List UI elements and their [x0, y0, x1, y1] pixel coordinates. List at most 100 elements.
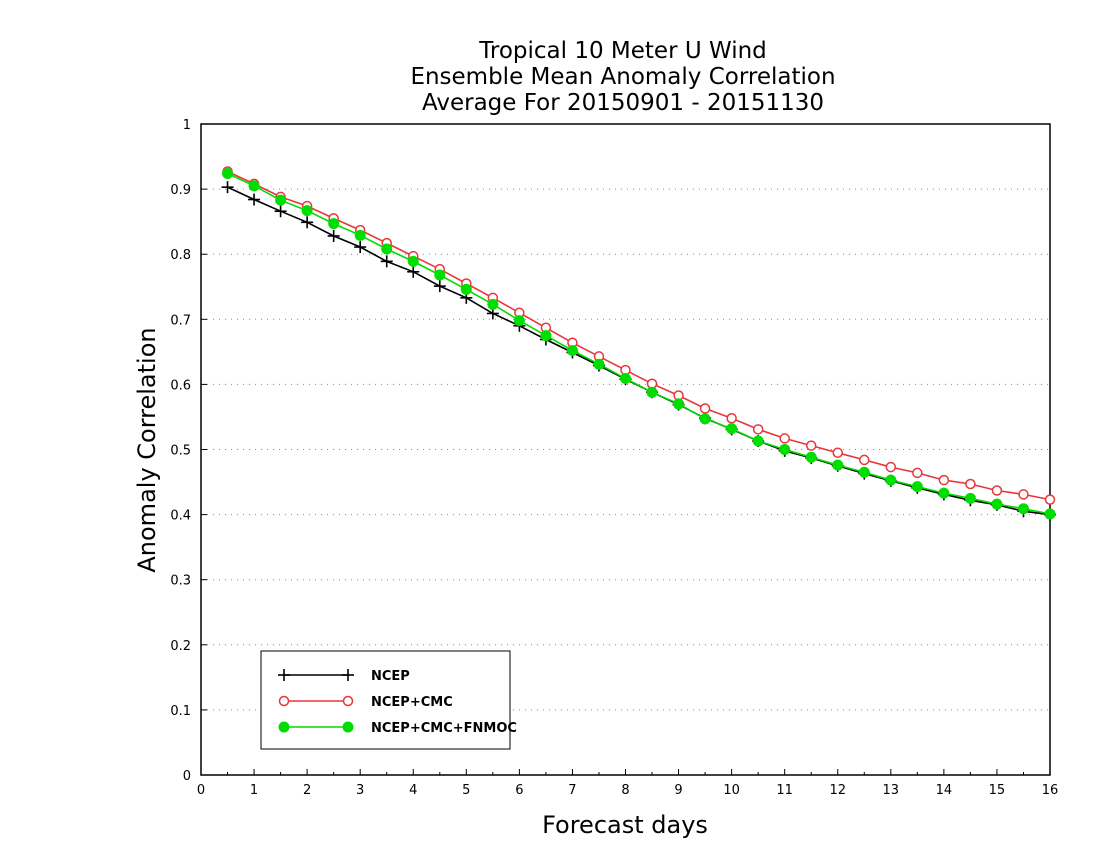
x-tick-label: 13	[883, 783, 900, 798]
x-tick-label: 0	[197, 783, 205, 798]
y-tick-label: 1	[183, 118, 191, 133]
data-point	[434, 269, 446, 281]
data-point	[566, 345, 578, 357]
legend-box	[260, 650, 511, 750]
data-point	[354, 229, 366, 241]
x-tick-label: 9	[674, 783, 682, 798]
data-point	[991, 498, 1003, 510]
data-point	[779, 444, 791, 455]
x-tick-label: 10	[723, 783, 740, 798]
chart-title-line: Ensemble Mean Anomaly Correlation	[410, 64, 835, 90]
series-ncep	[221, 181, 1056, 521]
data-point	[726, 423, 738, 435]
legend-item: NCEP+CMC	[278, 695, 453, 710]
x-tick-label: 3	[356, 783, 364, 798]
data-point	[1044, 508, 1056, 520]
data-point	[832, 447, 843, 459]
series-line	[227, 172, 1051, 515]
data-point	[646, 386, 658, 398]
series-line	[227, 186, 1051, 516]
data-point	[222, 167, 234, 179]
data-point	[301, 205, 313, 217]
data-point	[938, 474, 950, 486]
data-point	[248, 180, 260, 192]
data-point	[380, 255, 393, 268]
series-ncep-cmc-fnmoc	[222, 167, 1056, 520]
x-tick-label: 6	[515, 783, 523, 798]
data-point	[699, 403, 711, 414]
y-tick-label: 0.3	[170, 574, 191, 589]
data-point	[327, 229, 340, 242]
legend-label: NCEP+CMC+FNMOC	[371, 721, 517, 736]
data-point	[885, 461, 897, 473]
data-point	[673, 398, 685, 410]
data-point	[752, 424, 764, 435]
y-tick-label: 0.6	[170, 378, 191, 393]
chart-title-line: Average For 20150901 - 20151130	[422, 90, 824, 116]
x-tick-label: 15	[989, 783, 1006, 798]
x-axis-label: Forecast days	[542, 811, 708, 839]
series-area	[221, 166, 1056, 521]
data-point	[513, 315, 525, 327]
data-point	[1044, 494, 1056, 505]
legend: NCEP NCEP+CMC NCEP+CMC+FNMOC	[260, 650, 517, 750]
data-point	[248, 193, 261, 206]
data-point	[885, 474, 897, 486]
data-point	[911, 481, 923, 493]
data-point	[407, 255, 419, 267]
y-tick-label: 0	[183, 769, 191, 784]
legend-label: NCEP+CMC	[371, 695, 453, 710]
data-point	[805, 440, 817, 451]
y-tick-label: 0.4	[170, 509, 191, 524]
data-point	[858, 466, 870, 478]
x-tick-label: 5	[462, 783, 470, 798]
data-point	[912, 467, 923, 479]
y-axis-label: Anomaly Correlation	[133, 327, 161, 572]
data-point	[938, 487, 950, 499]
data-point	[779, 433, 790, 444]
data-point	[699, 413, 711, 425]
data-point	[1017, 503, 1029, 515]
data-point	[407, 265, 420, 278]
x-tick-label: 11	[776, 783, 793, 798]
y-tick-label: 0.7	[170, 313, 191, 328]
data-point	[540, 330, 552, 342]
y-tick-label: 0.9	[170, 183, 191, 198]
x-tick-label: 16	[1042, 783, 1059, 798]
x-tick-label: 7	[568, 783, 576, 798]
legend-marker	[278, 721, 290, 733]
data-point	[328, 218, 340, 230]
legend-marker	[342, 695, 354, 707]
legend-item: NCEP+CMC+FNMOC	[278, 721, 517, 736]
legend-marker	[278, 695, 290, 707]
legend-marker	[342, 721, 354, 733]
data-point	[301, 216, 314, 229]
data-point	[620, 373, 631, 385]
data-point	[221, 181, 234, 194]
data-point	[381, 243, 393, 255]
grid	[201, 188, 1050, 711]
y-axis: 0 0.1 0.2 0.3 0.4 0.5 0.6 0.7 0.8 0.9 1	[170, 118, 207, 784]
legend-label: NCEP	[371, 669, 410, 684]
data-point	[487, 298, 499, 310]
data-point	[275, 194, 287, 206]
series-ncep-cmc	[222, 166, 1056, 505]
x-tick-label: 2	[303, 783, 311, 798]
data-point	[593, 358, 605, 370]
legend-marker	[342, 669, 354, 681]
y-tick-label: 0.1	[170, 704, 191, 719]
data-point	[832, 459, 844, 471]
data-point	[991, 485, 1003, 496]
data-point	[726, 413, 737, 424]
data-point	[964, 492, 976, 504]
data-point	[274, 205, 287, 218]
data-point	[1018, 489, 1029, 500]
data-point	[965, 478, 976, 490]
data-point	[805, 451, 817, 463]
x-tick-label: 14	[936, 783, 953, 798]
x-axis: 0 1 2 3 4 5 6 7 8 9 10 11 12 13 14 15 16	[197, 769, 1058, 798]
data-point	[354, 241, 367, 254]
data-point	[433, 280, 446, 293]
